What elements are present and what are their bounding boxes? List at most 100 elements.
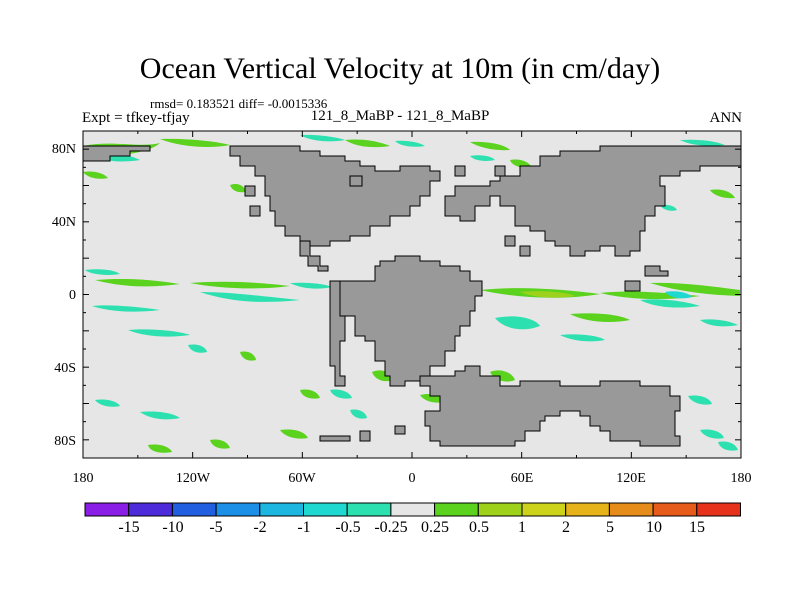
- land-island: [519, 245, 531, 257]
- field-patch: [350, 409, 367, 419]
- field-patch: [560, 334, 605, 342]
- lon-tick-label: 120E: [616, 471, 646, 486]
- case-label: 121_8_MaBP - 121_8_MaBP: [310, 108, 490, 124]
- season-label: ANN: [709, 110, 743, 126]
- field-patch: [710, 189, 735, 199]
- field-patch: [345, 139, 390, 148]
- field-patch: [330, 389, 352, 399]
- colorbar-swatch: [303, 502, 348, 517]
- lon-tick-label: 60W: [288, 471, 316, 486]
- colorbar-label: 15: [689, 519, 705, 536]
- colorbar-swatch: [84, 502, 130, 517]
- field-patch: [85, 269, 120, 275]
- lat-tick-label: 40N: [52, 215, 76, 230]
- land-north-america: [229, 145, 441, 247]
- field-patch: [230, 183, 246, 193]
- lon-tick-label: 0: [409, 471, 416, 486]
- land-island: [349, 175, 363, 187]
- colorbar-swatch: [434, 502, 479, 517]
- lat-tick-label: 80N: [52, 142, 76, 157]
- map-title: Ocean Vertical Velocity at 10m (in cm/da…: [139, 52, 661, 85]
- field-patch: [650, 282, 740, 296]
- land-island: [394, 425, 406, 435]
- field-patch: [128, 329, 190, 337]
- colorbar-labels: -15 -10 -5 -2 -1 -0.5 -0.25 0.25 0.5 1 2…: [118, 519, 705, 536]
- colorbar-swatch: [652, 502, 698, 517]
- field-patch: [92, 305, 160, 312]
- land-central-america: [299, 240, 329, 272]
- lon-axis-labels: 180 120W 60W 0 60E 120E 180: [73, 471, 752, 486]
- lat-axis-labels: 80N 40N 0 40S 80S: [52, 142, 76, 449]
- colorbar-swatch: [696, 502, 741, 517]
- field-patch: [160, 138, 230, 147]
- land-island: [454, 165, 466, 177]
- lon-tick-label: 60E: [511, 471, 534, 486]
- field-patch: [495, 316, 540, 330]
- field-patch: [83, 171, 108, 179]
- field-patch: [280, 429, 308, 439]
- colorbar-label: -2: [253, 519, 266, 536]
- colorbar-swatch: [171, 502, 217, 517]
- lat-tick-label: 0: [69, 288, 76, 303]
- field-patch: [520, 291, 575, 298]
- lon-tick-label: 180: [73, 471, 94, 486]
- land-island: [494, 165, 506, 177]
- colorbar-label: 0.25: [421, 519, 449, 536]
- colorbar-label: 1: [518, 519, 526, 536]
- field-patch: [140, 411, 180, 420]
- lon-tick-label: 180: [731, 471, 752, 486]
- colorbar-label: -1: [297, 519, 310, 536]
- land-island: [624, 280, 641, 292]
- colorbar-swatch: [390, 502, 436, 517]
- field-patch: [700, 429, 724, 439]
- colorbar-swatch: [215, 502, 261, 517]
- colorbar-label: -0.5: [335, 519, 360, 536]
- colorbar-label: 2: [562, 519, 570, 536]
- lat-tick-label: 40S: [54, 361, 76, 376]
- lon-tick-label: 120W: [176, 471, 211, 486]
- field-patch: [688, 395, 712, 405]
- field-patch: [490, 370, 515, 382]
- colorbar-swatch: [608, 502, 654, 517]
- field-patch: [665, 291, 692, 299]
- land-southern-continent: [419, 365, 681, 447]
- land-island: [319, 435, 351, 442]
- stats-line: rmsd= 0.183521 diff= -0.0015336: [150, 96, 328, 111]
- field-patch: [210, 439, 230, 449]
- colorbar-label: 0.5: [469, 519, 489, 536]
- experiment-label: Expt = tfkey-tfjay: [82, 110, 190, 126]
- colorbar-label: -5: [209, 519, 222, 536]
- land-eurasia: [444, 145, 742, 257]
- field-patch: [190, 281, 290, 289]
- field-patch: [570, 313, 630, 322]
- field-patch: [95, 278, 180, 287]
- field-patch: [300, 389, 320, 399]
- field-patch: [470, 141, 510, 151]
- field-patch: [700, 319, 738, 327]
- colorbar-swatch: [521, 502, 567, 517]
- field-patch: [640, 299, 700, 308]
- field-patch: [148, 444, 172, 453]
- colorbar-label: -10: [162, 519, 183, 536]
- field-patch: [395, 140, 425, 147]
- colorbar-label: -0.25: [374, 519, 407, 536]
- colorbar-label: -15: [118, 519, 139, 536]
- land-masses: [82, 145, 742, 447]
- field-patch: [718, 441, 738, 451]
- land-island: [644, 265, 669, 277]
- field-patch: [200, 292, 300, 302]
- land-greenland: [82, 145, 151, 162]
- field-patch: [290, 282, 332, 289]
- colorbar: [84, 502, 741, 517]
- colorbar-swatch: [477, 502, 523, 517]
- land-island: [504, 235, 516, 247]
- colorbar-swatch: [565, 502, 610, 517]
- map-panel: [82, 130, 742, 459]
- field-patch: [680, 139, 725, 146]
- field-patch: [300, 134, 345, 142]
- lat-tick-label: 80S: [54, 434, 76, 449]
- colorbar-label: 5: [606, 519, 614, 536]
- colorbar-label: 10: [646, 519, 662, 536]
- land-island: [249, 205, 261, 217]
- field-patch: [188, 344, 207, 353]
